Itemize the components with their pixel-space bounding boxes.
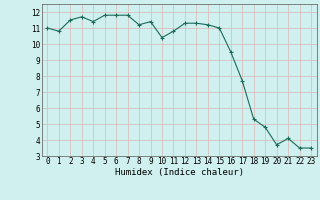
X-axis label: Humidex (Indice chaleur): Humidex (Indice chaleur) — [115, 168, 244, 177]
